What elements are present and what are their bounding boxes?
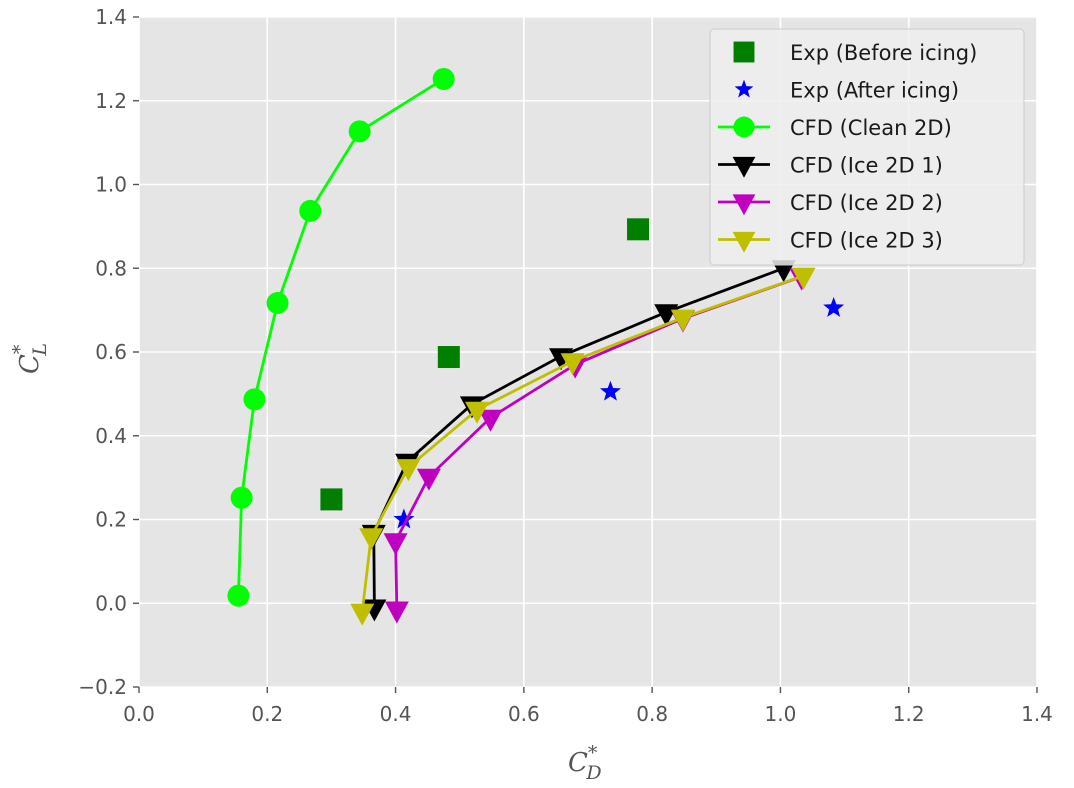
data-point-cfd-ice-2d-3: [350, 603, 375, 626]
data-point-cfd-clean-2d: [227, 584, 250, 607]
x-tick-label: 1.0: [765, 702, 797, 726]
data-point-exp-after-icing: [393, 508, 415, 529]
x-axis-label: C* D: [568, 742, 602, 784]
x-tick-label: 1.2: [893, 702, 925, 726]
x-axis-label-base: C: [568, 748, 588, 778]
data-point-cfd-ice-2d-2: [416, 468, 441, 491]
series-layer: [227, 67, 845, 626]
legend-marker-cfd-ice-2d-3: [732, 231, 756, 253]
series-cfd-ice-2d-3: [350, 267, 816, 626]
data-point-cfd-ice-2d-3: [791, 267, 816, 290]
data-point-cfd-ice-2d-3: [560, 353, 585, 376]
x-axis-label-sub: D: [585, 762, 601, 784]
data-point-cfd-clean-2d: [230, 486, 253, 509]
legend-marker-exp-before-icing: [733, 41, 755, 63]
data-point-cfd-clean-2d: [348, 120, 371, 143]
data-point-cfd-clean-2d: [266, 292, 289, 315]
data-point-exp-before-icing: [320, 488, 343, 511]
y-axis-label-base: C: [15, 354, 45, 374]
legend-entry-exp-after-icing: Exp (After icing): [734, 79, 959, 103]
legend-label-cfd-ice-2d-1: CFD (Ice 2D 1): [790, 154, 943, 178]
legend-entry-cfd-clean-2d: CFD (Clean 2D): [718, 116, 952, 140]
data-point-cfd-ice-2d-3: [670, 309, 695, 332]
y-tick-label: 1.4: [95, 5, 127, 29]
y-axis-ticks: −0.2 0.0 0.2 0.4 0.6 0.8 1.0 1.2 1.4: [78, 5, 139, 699]
x-tick-label: 1.4: [1021, 702, 1053, 726]
legend-marker-cfd-clean-2d: [733, 116, 755, 138]
legend-label-cfd-ice-2d-2: CFD (Ice 2D 2): [790, 191, 943, 215]
y-tick-label: 1.2: [95, 89, 127, 113]
y-tick-label: 0.8: [95, 256, 127, 280]
data-point-cfd-clean-2d: [243, 388, 266, 411]
y-tick-label: 0.2: [95, 508, 127, 532]
data-point-cfd-ice-2d-3: [465, 401, 490, 424]
y-tick-label: 0.6: [95, 340, 127, 364]
data-point-cfd-ice-2d-3: [396, 459, 421, 482]
data-point-exp-before-icing: [437, 346, 460, 369]
y-tick-label: 0.0: [95, 591, 127, 615]
y-axis-label: C*L: [9, 343, 51, 374]
legend-entry-cfd-ice-2d-3: CFD (Ice 2D 3): [718, 229, 943, 253]
y-tick-label: −0.2: [78, 675, 127, 699]
data-point-cfd-ice-2d-2: [478, 409, 503, 432]
data-point-cfd-ice-2d-3: [359, 528, 384, 551]
data-point-cfd-ice-2d-2: [383, 533, 408, 556]
series-exp-before-icing: [320, 218, 650, 511]
legend-marker-cfd-ice-2d-2: [732, 194, 756, 216]
y-axis-label-sup: *: [9, 344, 31, 354]
x-tick-label: 0.4: [380, 702, 412, 726]
legend-label-exp-before-icing: Exp (Before icing): [790, 41, 977, 65]
data-point-exp-after-icing: [823, 297, 845, 317]
legend-label-cfd-ice-2d-3: CFD (Ice 2D 3): [790, 229, 943, 253]
series-cfd-clean-2d: [227, 67, 455, 607]
x-tick-label: 0.8: [636, 702, 668, 726]
legend-entry-exp-before-icing: Exp (Before icing): [733, 41, 977, 65]
x-tick-label: 0.2: [251, 702, 283, 726]
legend-entry-cfd-ice-2d-1: CFD (Ice 2D 1): [718, 154, 943, 178]
legend-entry-cfd-ice-2d-2: CFD (Ice 2D 2): [718, 191, 943, 216]
data-point-cfd-clean-2d: [432, 67, 455, 90]
legend-box: [709, 28, 1025, 266]
x-tick-label: 0.6: [508, 702, 540, 726]
data-point-exp-after-icing: [599, 380, 621, 401]
x-axis-ticks: 0.0 0.2 0.4 0.6 0.8 1.0 1.2 1.4: [123, 687, 1053, 726]
series-exp-after-icing: [393, 297, 845, 529]
data-point-exp-before-icing: [627, 218, 650, 241]
legend-label-cfd-clean-2d: CFD (Clean 2D): [790, 116, 952, 140]
legend-marker-exp-after-icing: [734, 79, 754, 98]
x-tick-label: 0.0: [123, 702, 155, 726]
legend-marker-cfd-ice-2d-1: [732, 156, 756, 178]
legend-label-exp-after-icing: Exp (After icing): [790, 79, 959, 103]
grid-lines: [138, 16, 1038, 688]
y-axis-label-sub: L: [29, 343, 51, 357]
data-point-cfd-clean-2d: [299, 199, 322, 222]
legend: Exp (Before icing) Exp (After icing) CFD (…: [709, 28, 1025, 266]
x-axis-label-sup: *: [588, 742, 598, 764]
y-tick-label: 1.0: [95, 173, 127, 197]
data-point-cfd-ice-2d-2: [384, 601, 409, 624]
y-tick-label: 0.4: [95, 424, 127, 448]
data-point-cfd-ice-2d-1: [771, 260, 796, 283]
